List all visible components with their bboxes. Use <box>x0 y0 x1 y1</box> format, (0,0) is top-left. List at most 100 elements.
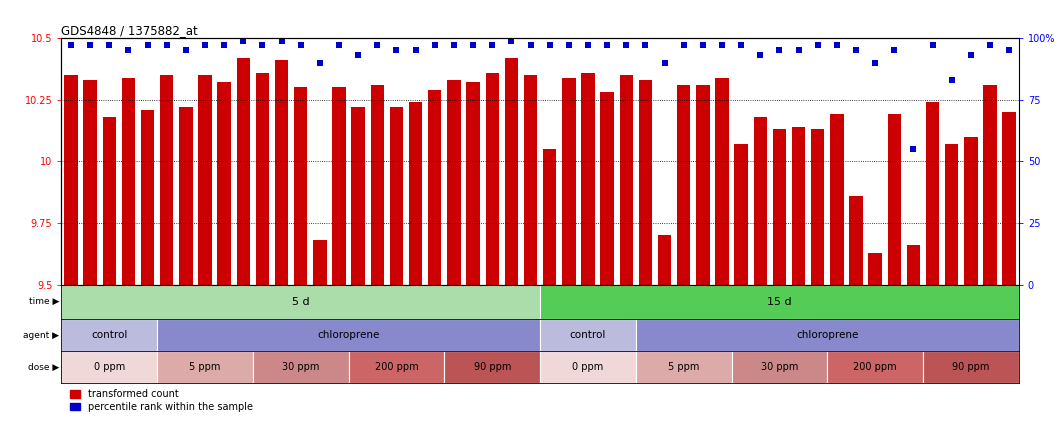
Bar <box>677 85 690 285</box>
Point <box>982 42 999 49</box>
Bar <box>926 102 939 285</box>
Bar <box>735 144 748 285</box>
Bar <box>754 117 767 285</box>
Text: control: control <box>570 330 606 340</box>
Point <box>407 47 424 54</box>
Bar <box>887 115 901 285</box>
Point <box>484 42 501 49</box>
Legend: transformed count, percentile rank within the sample: transformed count, percentile rank withi… <box>67 385 256 416</box>
Point <box>388 47 405 54</box>
Bar <box>371 85 384 285</box>
Point <box>349 52 366 59</box>
Text: chloroprene: chloroprene <box>318 330 380 340</box>
Bar <box>333 88 345 285</box>
Point <box>905 146 922 152</box>
Bar <box>348 351 445 383</box>
Bar <box>61 319 157 351</box>
Bar <box>275 60 288 285</box>
Text: 0 ppm: 0 ppm <box>93 362 125 372</box>
Point <box>465 42 482 49</box>
Bar <box>773 129 786 285</box>
Point <box>714 42 731 49</box>
Bar <box>253 351 348 383</box>
Point <box>617 42 634 49</box>
Point <box>216 42 233 49</box>
Text: 5 ppm: 5 ppm <box>668 362 699 372</box>
Point <box>330 42 347 49</box>
Bar <box>830 115 844 285</box>
Bar <box>352 107 365 285</box>
Bar <box>236 58 250 285</box>
Bar <box>61 285 540 319</box>
Bar <box>945 144 958 285</box>
Text: 30 ppm: 30 ppm <box>760 362 798 372</box>
Bar <box>984 85 997 285</box>
Point <box>790 47 807 54</box>
Point <box>369 42 385 49</box>
Bar <box>540 351 635 383</box>
Bar <box>658 235 671 285</box>
Point <box>695 42 712 49</box>
Bar <box>466 82 480 285</box>
Point <box>503 37 520 44</box>
Point <box>885 47 902 54</box>
Text: 200 ppm: 200 ppm <box>854 362 897 372</box>
Bar <box>294 88 307 285</box>
Bar <box>868 253 882 285</box>
Bar <box>923 351 1019 383</box>
Point <box>178 47 195 54</box>
Bar <box>639 80 652 285</box>
Point <box>158 42 175 49</box>
Text: 90 ppm: 90 ppm <box>473 362 510 372</box>
Text: 90 ppm: 90 ppm <box>952 362 989 372</box>
Point <box>62 42 79 49</box>
Text: agent ▶: agent ▶ <box>23 331 59 340</box>
Text: 15 d: 15 d <box>767 297 792 307</box>
Point <box>579 42 596 49</box>
Point <box>311 59 328 66</box>
Text: chloroprene: chloroprene <box>796 330 859 340</box>
Point <box>925 42 941 49</box>
Point <box>752 52 769 59</box>
Bar <box>447 80 461 285</box>
Text: 0 ppm: 0 ppm <box>572 362 604 372</box>
Point <box>828 42 845 49</box>
Point <box>676 42 693 49</box>
Bar <box>907 245 920 285</box>
Bar <box>122 77 136 285</box>
Bar <box>635 351 732 383</box>
Bar <box>620 75 633 285</box>
Point <box>847 47 864 54</box>
Bar <box>485 73 499 285</box>
Point <box>522 42 539 49</box>
Bar <box>141 110 155 285</box>
Bar <box>581 73 595 285</box>
Text: 30 ppm: 30 ppm <box>282 362 320 372</box>
Bar <box>811 129 824 285</box>
Bar <box>179 107 193 285</box>
Bar <box>313 240 326 285</box>
Bar <box>217 82 231 285</box>
Point <box>101 42 118 49</box>
Bar <box>562 77 575 285</box>
Point <box>560 42 577 49</box>
Bar <box>849 196 863 285</box>
Text: time ▶: time ▶ <box>29 297 59 306</box>
Bar <box>103 117 116 285</box>
Point <box>1001 47 1018 54</box>
Bar <box>696 85 710 285</box>
Point <box>120 47 137 54</box>
Point <box>733 42 750 49</box>
Point <box>292 42 309 49</box>
Bar <box>792 127 805 285</box>
Bar <box>543 149 556 285</box>
Bar <box>540 319 635 351</box>
Bar <box>524 75 537 285</box>
Point <box>197 42 214 49</box>
Bar <box>61 351 157 383</box>
Bar <box>505 58 518 285</box>
Point <box>866 59 883 66</box>
Text: GDS4848 / 1375882_at: GDS4848 / 1375882_at <box>61 24 198 37</box>
Point <box>446 42 463 49</box>
Point <box>598 42 615 49</box>
